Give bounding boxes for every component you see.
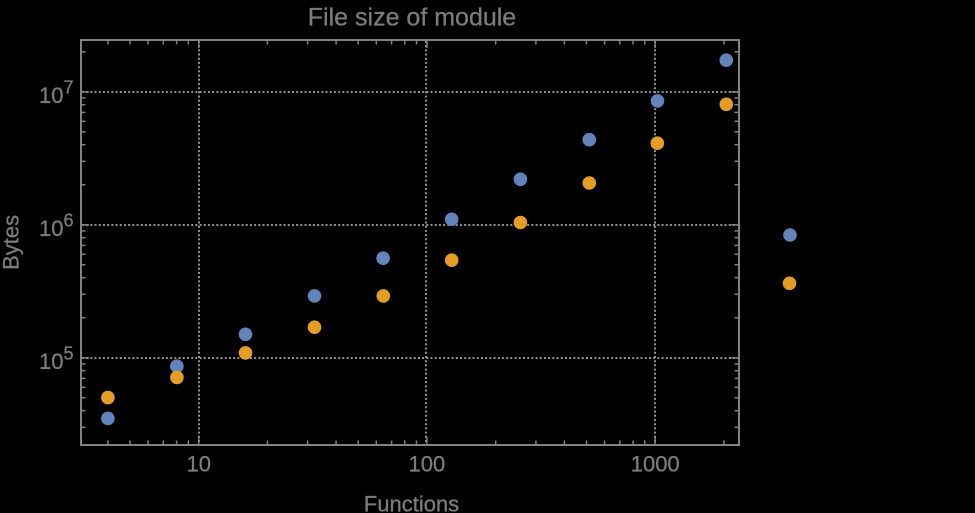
svg-text:10: 10: [186, 451, 210, 476]
svg-text:105: 105: [39, 343, 74, 374]
svg-text:107: 107: [39, 77, 74, 108]
svg-text:1000: 1000: [631, 451, 680, 476]
svg-text:100: 100: [409, 451, 446, 476]
svg-text:File size of module: File size of module: [308, 4, 516, 32]
svg-text:Bytes: Bytes: [0, 215, 23, 270]
svg-text:106: 106: [39, 210, 74, 241]
svg-text:Functions: Functions: [364, 491, 459, 513]
